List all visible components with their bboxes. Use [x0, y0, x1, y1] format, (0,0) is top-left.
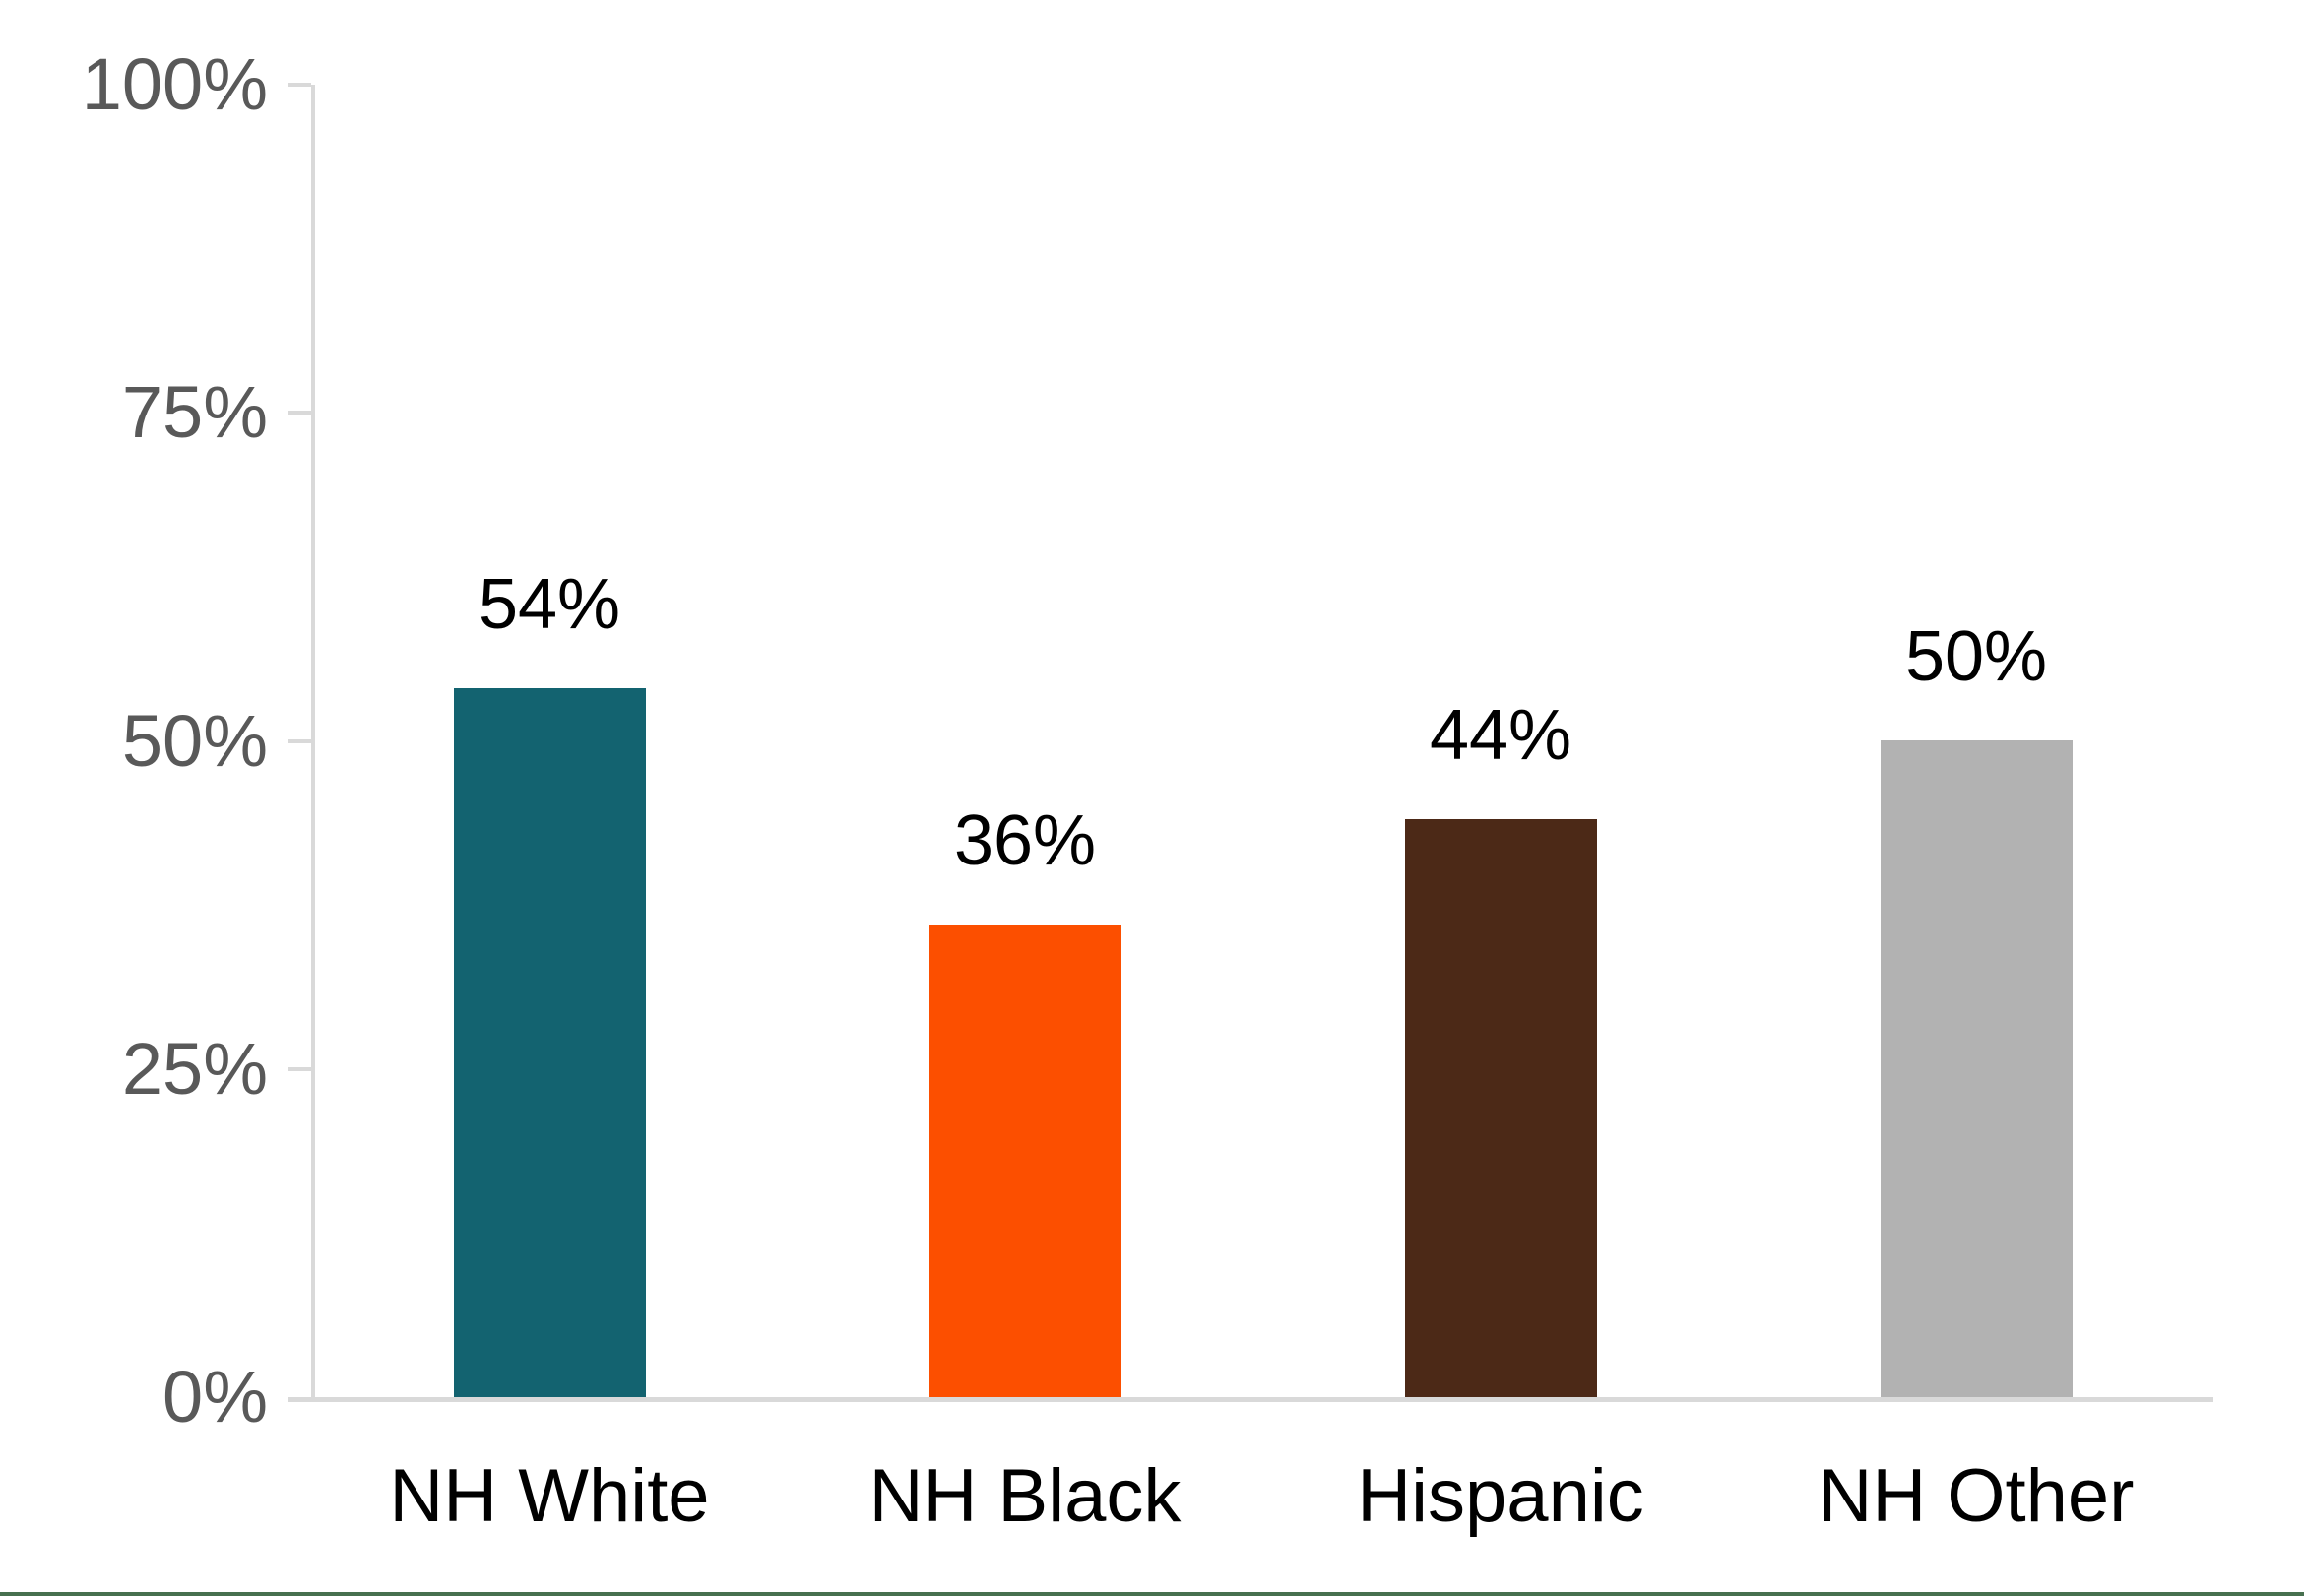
y-tick-label: 25%	[121, 1028, 268, 1110]
x-category-label: NH White	[389, 1454, 710, 1538]
x-baseline	[288, 1397, 2213, 1402]
x-category-label: Hispanic	[1357, 1454, 1644, 1538]
y-tick-label: 100%	[81, 43, 268, 125]
y-tick-label: 50%	[121, 700, 268, 782]
bar-nh-white	[454, 688, 646, 1397]
y-tick-label: 0%	[162, 1356, 268, 1437]
bar-value-label: 50%	[1904, 617, 2048, 696]
bar-value-label: 36%	[953, 801, 1097, 880]
bar-value-label: 44%	[1429, 696, 1572, 775]
y-tick-mark	[288, 1067, 311, 1071]
y-tick-label: 75%	[121, 371, 268, 453]
bar-nh-black	[929, 925, 1121, 1397]
bar-value-label: 54%	[478, 565, 621, 644]
y-axis-line	[311, 85, 315, 1402]
x-category-label: NH Other	[1818, 1454, 2135, 1538]
bar-hispanic	[1405, 819, 1597, 1397]
footer-accent-line	[0, 1592, 2304, 1596]
y-tick-mark	[288, 83, 311, 87]
y-tick-mark	[288, 411, 311, 415]
x-category-label: NH Black	[868, 1454, 1182, 1538]
y-tick-mark	[288, 739, 311, 743]
bar-nh-other	[1881, 740, 2073, 1397]
